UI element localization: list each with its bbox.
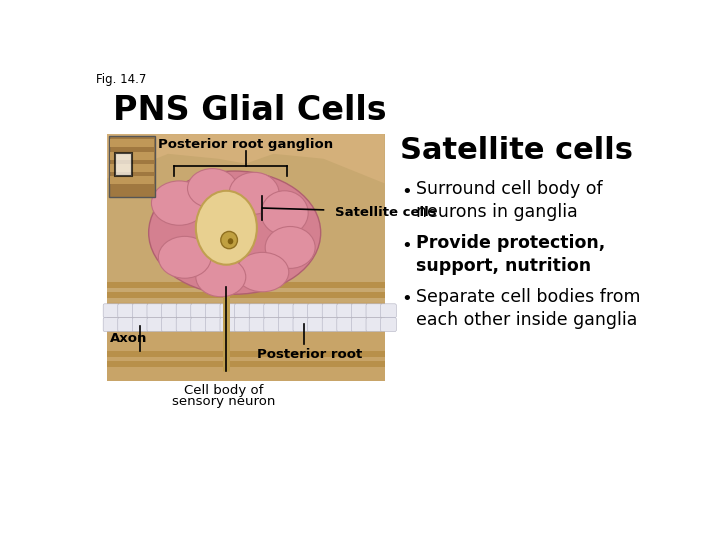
FancyBboxPatch shape bbox=[351, 318, 367, 332]
FancyBboxPatch shape bbox=[205, 304, 221, 318]
Text: Fig. 14.7: Fig. 14.7 bbox=[96, 72, 147, 85]
FancyBboxPatch shape bbox=[264, 318, 279, 332]
FancyBboxPatch shape bbox=[249, 304, 265, 318]
FancyBboxPatch shape bbox=[107, 282, 384, 288]
Text: •: • bbox=[402, 183, 413, 201]
Ellipse shape bbox=[261, 191, 308, 235]
FancyBboxPatch shape bbox=[337, 318, 353, 332]
FancyBboxPatch shape bbox=[103, 304, 119, 318]
Ellipse shape bbox=[228, 238, 233, 245]
FancyBboxPatch shape bbox=[323, 318, 338, 332]
Ellipse shape bbox=[151, 181, 207, 225]
FancyBboxPatch shape bbox=[103, 318, 119, 332]
FancyBboxPatch shape bbox=[110, 177, 153, 184]
FancyBboxPatch shape bbox=[110, 139, 153, 147]
FancyBboxPatch shape bbox=[249, 318, 265, 332]
Text: Axon: Axon bbox=[110, 332, 148, 345]
Text: PNS Glial Cells: PNS Glial Cells bbox=[113, 94, 387, 127]
FancyBboxPatch shape bbox=[293, 304, 309, 318]
FancyBboxPatch shape bbox=[381, 304, 396, 318]
FancyBboxPatch shape bbox=[107, 292, 384, 298]
Ellipse shape bbox=[187, 168, 238, 208]
Text: Posterior root: Posterior root bbox=[257, 348, 362, 361]
FancyBboxPatch shape bbox=[366, 318, 382, 332]
FancyBboxPatch shape bbox=[161, 318, 177, 332]
FancyBboxPatch shape bbox=[107, 361, 384, 367]
FancyBboxPatch shape bbox=[220, 304, 235, 318]
FancyBboxPatch shape bbox=[147, 318, 163, 332]
FancyBboxPatch shape bbox=[235, 318, 251, 332]
FancyBboxPatch shape bbox=[110, 164, 153, 172]
FancyBboxPatch shape bbox=[220, 318, 235, 332]
Text: sensory neuron: sensory neuron bbox=[172, 395, 275, 408]
Text: •: • bbox=[402, 237, 413, 254]
Text: Satellite cells: Satellite cells bbox=[335, 206, 436, 219]
FancyBboxPatch shape bbox=[205, 318, 221, 332]
FancyBboxPatch shape bbox=[147, 304, 163, 318]
FancyBboxPatch shape bbox=[337, 304, 353, 318]
FancyBboxPatch shape bbox=[107, 351, 384, 357]
FancyBboxPatch shape bbox=[293, 318, 309, 332]
FancyBboxPatch shape bbox=[191, 318, 207, 332]
Text: Surround cell body of
neurons in ganglia: Surround cell body of neurons in ganglia bbox=[415, 180, 602, 221]
FancyBboxPatch shape bbox=[107, 134, 384, 381]
FancyBboxPatch shape bbox=[176, 304, 192, 318]
FancyBboxPatch shape bbox=[161, 304, 177, 318]
Text: Separate cell bodies from
each other inside ganglia: Separate cell bodies from each other ins… bbox=[415, 288, 640, 329]
FancyBboxPatch shape bbox=[235, 304, 251, 318]
Text: Satellite cells: Satellite cells bbox=[400, 136, 633, 165]
FancyBboxPatch shape bbox=[118, 304, 133, 318]
FancyBboxPatch shape bbox=[264, 304, 279, 318]
FancyBboxPatch shape bbox=[279, 318, 294, 332]
FancyBboxPatch shape bbox=[307, 318, 323, 332]
FancyBboxPatch shape bbox=[351, 304, 367, 318]
FancyBboxPatch shape bbox=[307, 304, 323, 318]
Ellipse shape bbox=[158, 237, 211, 278]
Ellipse shape bbox=[196, 257, 246, 296]
Ellipse shape bbox=[229, 172, 279, 214]
FancyBboxPatch shape bbox=[132, 318, 148, 332]
FancyBboxPatch shape bbox=[176, 318, 192, 332]
Ellipse shape bbox=[236, 252, 289, 292]
Ellipse shape bbox=[221, 232, 238, 249]
Text: •: • bbox=[402, 291, 413, 308]
FancyBboxPatch shape bbox=[191, 304, 207, 318]
Polygon shape bbox=[107, 302, 384, 381]
Text: Cell body of: Cell body of bbox=[184, 384, 264, 397]
FancyBboxPatch shape bbox=[132, 304, 148, 318]
FancyBboxPatch shape bbox=[110, 152, 153, 159]
FancyBboxPatch shape bbox=[323, 304, 338, 318]
FancyBboxPatch shape bbox=[366, 304, 382, 318]
FancyBboxPatch shape bbox=[109, 136, 155, 197]
FancyBboxPatch shape bbox=[118, 318, 133, 332]
Text: Provide protection,
support, nutrition: Provide protection, support, nutrition bbox=[415, 234, 605, 275]
FancyBboxPatch shape bbox=[114, 153, 132, 176]
Polygon shape bbox=[107, 134, 384, 184]
Ellipse shape bbox=[265, 226, 315, 268]
Ellipse shape bbox=[196, 191, 257, 265]
Text: Posterior root ganglion: Posterior root ganglion bbox=[158, 138, 333, 151]
FancyBboxPatch shape bbox=[279, 304, 294, 318]
FancyBboxPatch shape bbox=[381, 318, 396, 332]
Ellipse shape bbox=[148, 171, 320, 294]
